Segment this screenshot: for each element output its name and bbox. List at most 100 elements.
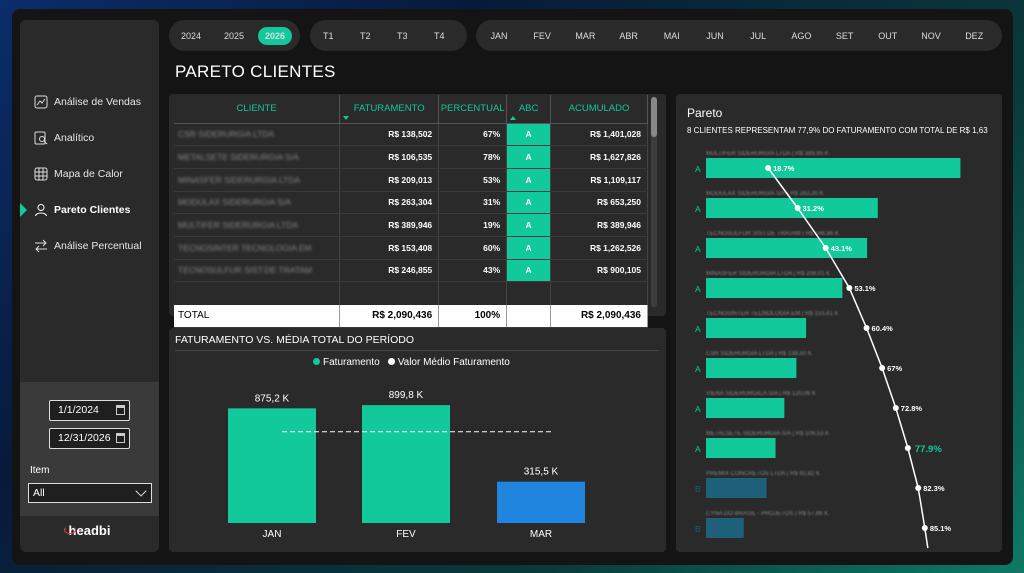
table-total-row: TOTAL R$ 2,090,436 100% R$ 2,090,436 [174,304,648,328]
year-option[interactable]: 2025 [224,30,245,41]
bar-value-label: 899,8 K [389,390,424,401]
month-option[interactable]: JUN [706,30,724,41]
sidebar-item-an-lise-de-vendas[interactable]: Análise de Vendas [20,84,159,120]
table-row[interactable]: MINASFER SIDERURGIA LTDA R$ 209,013 53% A R$… [174,168,648,192]
month-option[interactable]: MAR [575,30,596,41]
item-dropdown-value: All [33,487,45,499]
table-row[interactable]: MULTIFER SIDERURGIA LTDA R$ 389,946 19% A R$… [174,213,648,237]
cell-percentual: 60% [438,236,508,260]
col-header-percentual[interactable]: PERCENTUAL [438,95,508,124]
pareto-bar[interactable] [706,278,843,298]
table-row[interactable]: TECNOSINTER TECNOLOGIA EM R$ 153,408 60% A R… [174,236,648,260]
cumulative-point[interactable] [904,445,911,451]
cumulative-point[interactable] [794,205,801,211]
cumulative-pct-label: 43.1% [831,244,853,253]
bar-fev[interactable] [362,405,450,523]
cumulative-point[interactable] [846,285,853,291]
col-header-cliente[interactable]: CLIENTE [174,95,341,124]
col-header-acumulado[interactable]: ACUMULADO [550,95,648,124]
cell-abc: A [506,123,552,147]
cumulative-point[interactable] [892,405,899,411]
sidebar-item-label: Análise de Vendas [54,96,141,108]
year-option-selected[interactable]: 2026 [258,26,293,45]
item-dropdown[interactable]: All [28,483,152,503]
pareto-title: Pareto [687,106,723,120]
year-option[interactable]: 2024 [181,30,202,41]
table-scrollbar[interactable] [651,97,657,307]
cell-faturamento: R$ 263,304 [339,191,440,215]
sidebar-item-an-lise-percentual[interactable]: Análise Percentual [20,228,159,264]
month-option[interactable]: JUL [750,30,767,41]
pareto-bar[interactable] [706,358,797,378]
calendar-icon[interactable] [116,433,125,443]
end-date-input[interactable]: 12/31/2026 [49,428,130,449]
sidebar-item-pareto-clientes[interactable]: Pareto Clientes [20,192,159,228]
month-option[interactable]: OUT [878,30,898,41]
cell-acumulado: R$ 653,250 [550,191,648,215]
cell-cliente: MODULAX SIDERURGIA S/A [174,191,341,215]
pareto-bar[interactable] [706,158,961,178]
col-header-abc[interactable]: ABC [506,95,552,124]
cumulative-point[interactable] [915,485,922,491]
pareto-bar[interactable] [706,478,767,498]
cell-acumulado: R$ 1,109,117 [550,168,648,192]
abc-class-label: A [695,364,701,374]
month-option[interactable]: JAN [490,30,508,41]
cumulative-point[interactable] [879,365,886,371]
pareto-bar-label: PREMIX CONCRETOS LTDA | R$ 92,82 K [706,471,820,477]
legend-item-media[interactable]: Valor Médio Faturamento [387,357,510,368]
table-row[interactable]: CSR SIDERURGIA LTDA R$ 138,502 67% A R$ 1,40… [174,123,648,147]
pareto-bar-label: VIENA SIDERURGICA S/A | R$ 120,06 K [706,391,816,397]
start-date-value: 1/1/2024 [58,404,99,416]
sidebar-item-mapa-de-calor[interactable]: Mapa de Calor [20,156,159,192]
month-option[interactable]: DEZ [965,30,984,41]
month-option[interactable]: NOV [921,30,941,41]
quarter-option[interactable]: T2 [360,30,371,41]
cell-abc: A [506,259,552,283]
cumulative-pct-label: 53.1% [854,284,876,293]
pareto-bar[interactable] [706,398,785,418]
bar-mar[interactable] [497,481,585,523]
table-row[interactable]: TECNOSULFUR SIST.DE TRATAM R$ 246,855 43% A… [174,259,648,283]
month-option[interactable]: ABR [619,30,638,41]
month-option[interactable]: AGO [791,30,812,41]
chevron-down-icon [135,485,147,497]
cumulative-pct-label: 77.9% [915,444,942,455]
scrollbar-thumb[interactable] [651,97,657,137]
cumulative-point[interactable] [921,525,928,531]
cumulative-point[interactable] [822,245,829,251]
quarter-slicer: T1 T2 T3 T4 [310,20,467,51]
quarter-option[interactable]: T1 [323,30,334,41]
bar-jan[interactable] [228,408,316,523]
cell-percentual: 67% [438,123,508,147]
cumulative-point[interactable] [765,165,772,171]
month-option[interactable]: MAI [663,30,680,41]
pareto-bar[interactable] [706,518,744,538]
pareto-bar[interactable] [706,238,868,258]
pareto-bar[interactable] [706,438,776,458]
pareto-bar-label: TECNOSINTER TECNOLOGIA EM | R$ 153,41 K [706,311,839,317]
total-cell: R$ 2,090,436 [550,304,648,328]
table-row[interactable]: MODULAX SIDERURGIA S/A R$ 263,304 31% A R$ 6… [174,191,648,215]
cell-abc: A [506,145,552,169]
clients-table: CLIENTE FATURAMENTO PERCENTUAL ABC ACUMU… [174,95,648,328]
month-option[interactable]: SET [835,30,854,41]
pareto-bar[interactable] [706,318,807,338]
col-header-faturamento[interactable]: FATURAMENTO [339,95,440,124]
pareto-bar[interactable] [706,198,878,218]
legend-item-faturamento[interactable]: Faturamento [313,357,380,368]
sort-asc-icon [510,115,517,120]
quarter-option[interactable]: T4 [434,30,445,41]
sidebar-item-label: Análise Percentual [54,240,142,252]
start-date-input[interactable]: 1/1/2024 [49,400,130,421]
month-option[interactable]: FEV [533,30,551,41]
cumulative-point[interactable] [863,325,870,331]
x-tick-label: MAR [530,529,552,540]
logo-text: headbi [68,523,111,538]
table-row[interactable]: METALSETE SIDERURGIA S/A R$ 106,535 78% A R$… [174,145,648,169]
bar-chart-title: FATURAMENTO VS. MÉDIA TOTAL DO PERÍODO [175,334,415,346]
year-slicer: 2024 2025 2026 [169,20,300,51]
quarter-option[interactable]: T3 [397,30,408,41]
sidebar-item-anal-tico[interactable]: Analítico [20,120,159,156]
calendar-icon[interactable] [116,405,125,415]
